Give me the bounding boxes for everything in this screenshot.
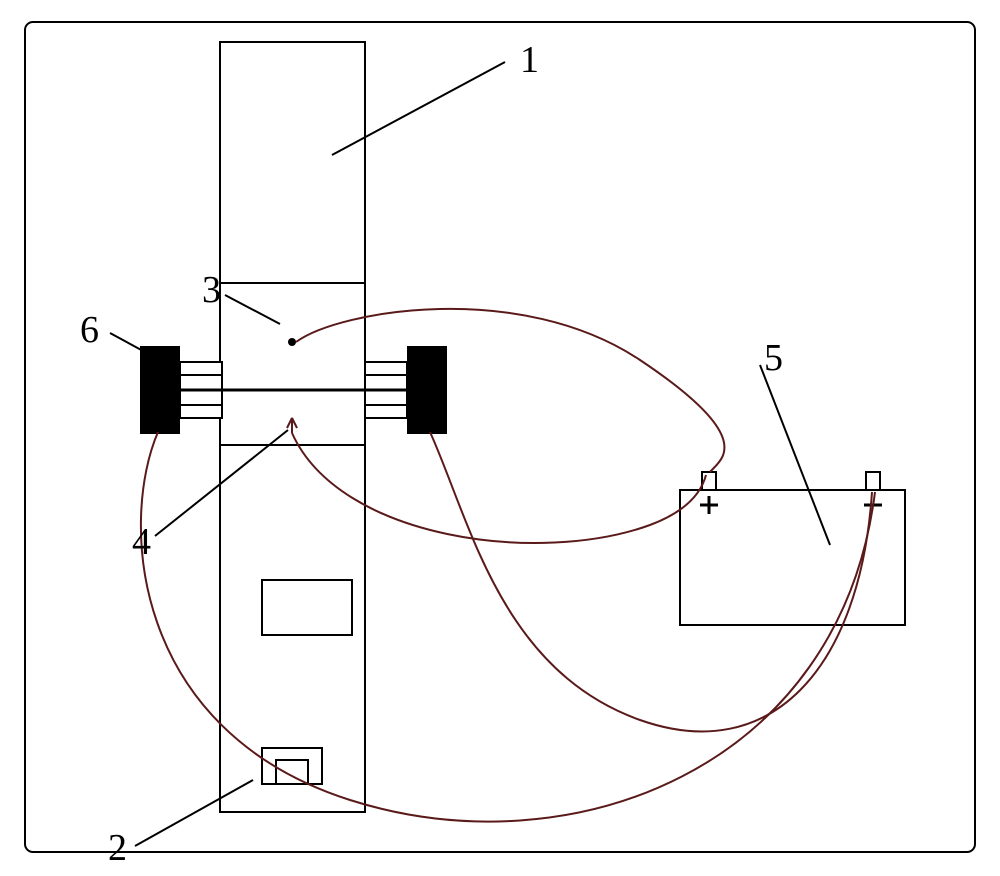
label-3: 3 xyxy=(202,268,221,312)
label-2: 2 xyxy=(108,826,127,870)
label-5: 5 xyxy=(764,336,783,380)
label-1: 1 xyxy=(520,38,539,82)
label-4: 4 xyxy=(132,520,151,564)
label-6: 6 xyxy=(80,308,99,352)
diagram-canvas xyxy=(0,0,1000,876)
